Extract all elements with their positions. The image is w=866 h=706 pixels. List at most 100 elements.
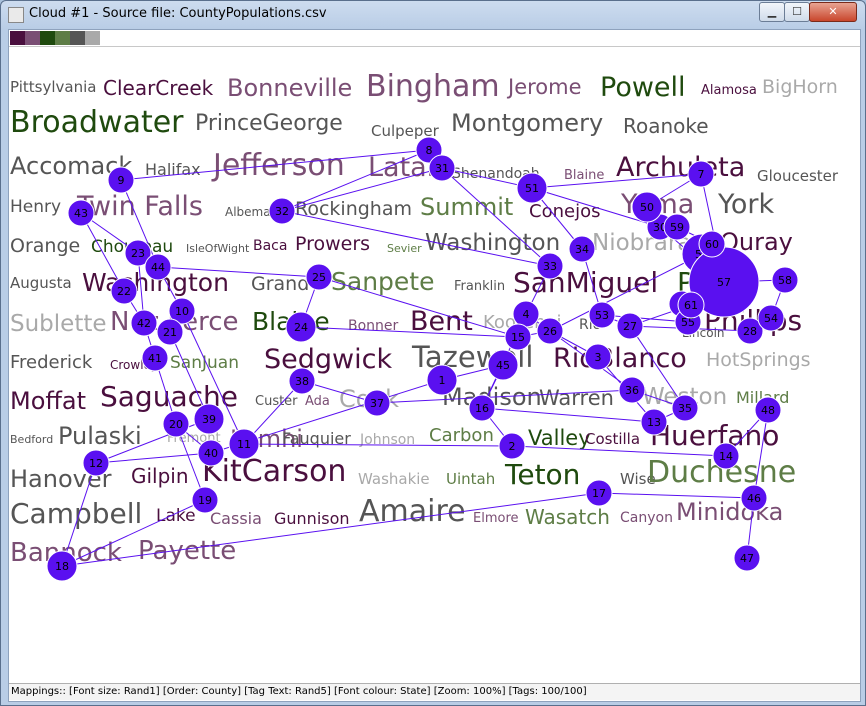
graph-node[interactable]: 31: [428, 154, 456, 182]
graph-node[interactable]: 44: [144, 253, 172, 281]
cloud-tag[interactable]: Wise: [620, 470, 656, 488]
graph-node-circle[interactable]: [426, 364, 458, 396]
graph-node[interactable]: 32: [268, 197, 296, 225]
cloud-tag[interactable]: Carbon: [429, 425, 494, 446]
palette-swatch[interactable]: [85, 31, 100, 45]
graph-node[interactable]: 46: [740, 484, 768, 512]
cloud-tag[interactable]: PrinceGeorge: [195, 111, 343, 136]
cloud-tag[interactable]: Sanpete: [331, 267, 435, 296]
graph-node[interactable]: 25: [305, 263, 333, 291]
graph-node-circle[interactable]: [584, 343, 612, 371]
graph-node-circle[interactable]: [156, 318, 184, 346]
graph-node-circle[interactable]: [124, 239, 152, 267]
graph-node-circle[interactable]: [712, 442, 740, 470]
graph-node-circle[interactable]: [498, 432, 526, 460]
graph-node-circle[interactable]: [616, 312, 644, 340]
graph-node[interactable]: 3: [584, 343, 612, 371]
cloud-tag[interactable]: Prowers: [295, 233, 371, 255]
graph-node-circle[interactable]: [191, 486, 219, 514]
title-bar[interactable]: Cloud #1 - Source file: CountyPopulation…: [1, 1, 865, 27]
cloud-tag[interactable]: Alamosa: [701, 83, 757, 98]
palette-swatch[interactable]: [55, 31, 70, 45]
graph-node-circle[interactable]: [487, 349, 519, 381]
graph-node-circle[interactable]: [585, 479, 613, 507]
graph-node-circle[interactable]: [130, 309, 158, 337]
graph-node[interactable]: 22: [110, 277, 138, 305]
graph-node[interactable]: 58: [771, 266, 799, 294]
graph-node[interactable]: 26: [536, 317, 564, 345]
palette-swatch[interactable]: [40, 31, 55, 45]
graph-node-circle[interactable]: [193, 403, 225, 435]
graph-node[interactable]: 60: [698, 230, 726, 258]
graph-node[interactable]: 40: [197, 439, 225, 467]
graph-node[interactable]: 12: [82, 449, 110, 477]
cloud-tag[interactable]: Moffat: [10, 387, 87, 415]
graph-node[interactable]: 43: [67, 199, 95, 227]
graph-node-circle[interactable]: [363, 389, 391, 417]
cloud-tag[interactable]: Wasatch: [525, 505, 610, 529]
palette-swatch[interactable]: [25, 31, 40, 45]
cloud-tag[interactable]: Pulaski: [58, 422, 142, 450]
cloud-tag[interactable]: Huerfano: [650, 419, 780, 452]
graph-node-circle[interactable]: [631, 191, 663, 223]
cloud-tag[interactable]: Custer: [255, 394, 298, 409]
graph-node-circle[interactable]: [67, 199, 95, 227]
cloud-tag[interactable]: Bonneville: [227, 74, 353, 102]
cloud-tag[interactable]: Cassia: [210, 509, 262, 528]
cloud-tag[interactable]: Costilla: [585, 430, 641, 448]
cloud-tag[interactable]: Montgomery: [451, 109, 604, 137]
graph-node[interactable]: 47: [733, 544, 761, 572]
graph-node-circle[interactable]: [141, 344, 169, 372]
graph-node[interactable]: 10: [168, 297, 196, 325]
cloud-tag[interactable]: Grand: [251, 273, 310, 295]
cloud-tag[interactable]: Shenandoah: [452, 166, 540, 182]
minimize-button[interactable]: ▁: [759, 2, 785, 22]
cloud-tag[interactable]: Orange: [10, 235, 81, 257]
graph-node[interactable]: 41: [141, 344, 169, 372]
cloud-tag[interactable]: Washington: [425, 230, 561, 256]
graph-node[interactable]: 4: [512, 300, 540, 328]
graph-node-circle[interactable]: [677, 291, 705, 319]
cloud-tag[interactable]: Sevier: [387, 242, 422, 255]
graph-node-circle[interactable]: [228, 428, 260, 460]
cloud-tag[interactable]: KitCarson: [202, 454, 347, 489]
graph-node[interactable]: 19: [191, 486, 219, 514]
graph-node-circle[interactable]: [698, 230, 726, 258]
graph-node-circle[interactable]: [504, 323, 532, 351]
graph-node[interactable]: 15: [504, 323, 532, 351]
graph-node-circle[interactable]: [640, 408, 668, 436]
cloud-tag[interactable]: Washakie: [358, 470, 430, 488]
graph-node-circle[interactable]: [168, 297, 196, 325]
tag-cloud[interactable]: Pittsylvania ClearCreek Bonneville Bingham J…: [9, 47, 860, 683]
graph-node[interactable]: 2: [498, 432, 526, 460]
cloud-tag[interactable]: Powell: [600, 72, 686, 103]
graph-node-circle[interactable]: [107, 166, 135, 194]
cloud-tag[interactable]: Lake: [156, 506, 196, 526]
graph-node[interactable]: 61: [677, 291, 705, 319]
cloud-tag[interactable]: IsleOfWight: [186, 242, 250, 255]
graph-node[interactable]: 34: [568, 235, 596, 263]
cloud-tag[interactable]: Fauquier: [282, 429, 351, 448]
graph-node-circle[interactable]: [197, 439, 225, 467]
graph-node[interactable]: 18: [46, 550, 78, 582]
graph-node[interactable]: 45: [487, 349, 519, 381]
graph-node-circle[interactable]: [733, 544, 761, 572]
graph-node[interactable]: 38: [288, 367, 316, 395]
cloud-tag[interactable]: Jerome: [508, 75, 582, 99]
cloud-tag[interactable]: Johnson: [360, 432, 416, 448]
graph-node[interactable]: 42: [130, 309, 158, 337]
graph-node[interactable]: 27: [616, 312, 644, 340]
cloud-tag[interactable]: Gloucester: [757, 167, 839, 185]
cloud-tag[interactable]: Jefferson: [213, 148, 345, 183]
graph-node-circle[interactable]: [618, 376, 646, 404]
cloud-tag[interactable]: Elmore: [473, 511, 519, 526]
graph-node-circle[interactable]: [687, 160, 715, 188]
graph-node-circle[interactable]: [305, 263, 333, 291]
palette-swatch[interactable]: [70, 31, 85, 45]
close-button[interactable]: ✕: [809, 2, 857, 22]
cloud-tag[interactable]: Uintah: [446, 470, 496, 488]
graph-node-circle[interactable]: [736, 317, 764, 345]
graph-node-circle[interactable]: [82, 449, 110, 477]
cloud-tag[interactable]: Culpeper: [371, 122, 439, 140]
graph-node-circle[interactable]: [46, 550, 78, 582]
